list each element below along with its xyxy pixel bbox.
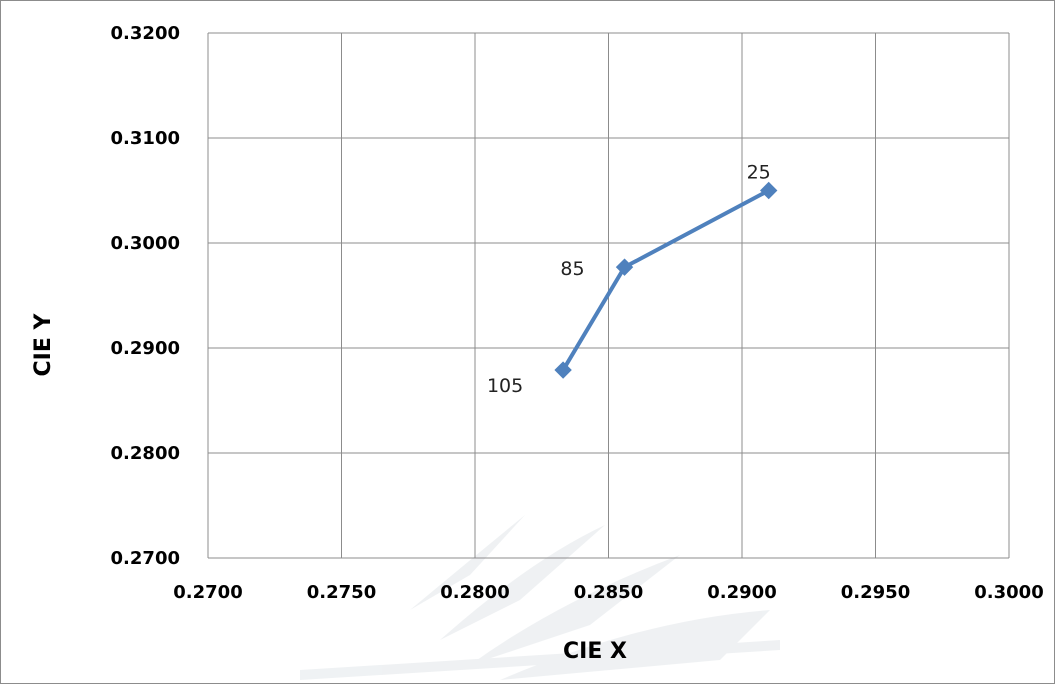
y-tick-label: 0.2700 xyxy=(111,548,180,569)
x-tick-label: 0.2800 xyxy=(440,582,509,603)
watermark xyxy=(300,515,780,680)
x-tick-label: 0.3000 xyxy=(974,582,1043,603)
watermark-shape-5 xyxy=(500,610,770,680)
data-label: 85 xyxy=(560,258,584,280)
y-tick-label: 0.2800 xyxy=(111,443,180,464)
x-tick-label: 0.2750 xyxy=(307,582,376,603)
watermark-shape-1 xyxy=(410,515,525,610)
data-label: 25 xyxy=(747,162,771,184)
data-label: 105 xyxy=(487,375,523,397)
watermark-shape-2 xyxy=(440,525,605,640)
x-tick-label: 0.2950 xyxy=(841,582,910,603)
watermark-shape-4 xyxy=(300,640,780,680)
y-axis-ticks: 0.2700 0.2800 0.2900 0.3000 0.3100 0.3200 xyxy=(111,23,180,569)
x-tick-label: 0.2700 xyxy=(173,582,242,603)
y-tick-label: 0.3000 xyxy=(111,233,180,254)
y-tick-label: 0.3100 xyxy=(111,128,180,149)
y-axis-title: CIE Y xyxy=(31,312,56,376)
point-labels: 25 85 105 xyxy=(487,162,771,398)
x-axis-ticks: 0.2700 0.2750 0.2800 0.2850 0.2900 0.2950 0.30… xyxy=(173,582,1043,603)
x-tick-label: 0.2850 xyxy=(574,582,643,603)
x-tick-label: 0.2900 xyxy=(707,582,776,603)
y-tick-label: 0.3200 xyxy=(111,23,180,44)
watermark-shape-3 xyxy=(470,555,680,665)
data-point xyxy=(759,181,778,200)
x-axis-title: CIE X xyxy=(563,639,627,664)
data-point xyxy=(554,361,572,379)
y-tick-label: 0.2900 xyxy=(111,338,180,359)
grid xyxy=(207,32,1010,559)
series xyxy=(554,181,778,379)
data-point xyxy=(615,258,634,276)
